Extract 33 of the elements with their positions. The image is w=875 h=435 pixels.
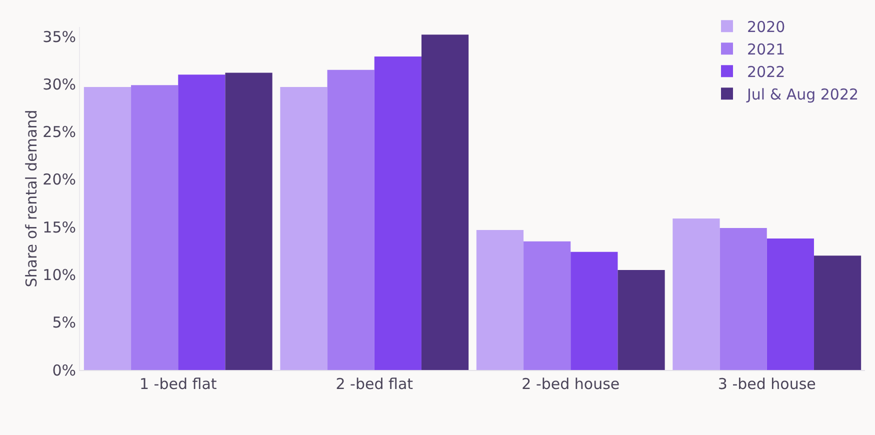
bar [225, 72, 272, 370]
bar [421, 34, 469, 370]
legend-label: 2020 [747, 18, 786, 36]
x-tick-label: 3 -bed house [718, 375, 816, 393]
y-tick-label: 25% [42, 123, 76, 142]
x-tick-label: 2 -bed flat [336, 375, 414, 393]
bar [280, 87, 328, 370]
y-tick-label: 20% [42, 170, 76, 189]
bar [178, 74, 226, 370]
bar [327, 70, 374, 370]
x-tick-label: 2 -bed house [522, 375, 620, 393]
y-tick-label: 10% [42, 266, 76, 284]
x-tick-label: 1 -bed flat [139, 375, 217, 393]
bar [814, 256, 862, 370]
bar [131, 85, 178, 370]
bar [720, 228, 767, 370]
legend-label: 2022 [747, 62, 786, 81]
y-tick-label: 5% [52, 314, 76, 332]
bar [618, 270, 665, 370]
bar [570, 252, 618, 370]
bar [476, 230, 524, 370]
y-axis-title: Share of rental demand [22, 110, 41, 288]
legend-label: 2021 [747, 40, 786, 58]
y-tick-label: 30% [42, 75, 76, 94]
y-tick-label: 0% [52, 361, 76, 380]
bar [84, 87, 132, 370]
bar [524, 241, 571, 370]
bar [766, 238, 814, 370]
y-tick-label: 15% [42, 218, 76, 236]
bar [374, 56, 422, 370]
bar [672, 218, 720, 370]
legend-label: Jul & Aug 2022 [746, 85, 859, 104]
y-tick-label: 35% [42, 28, 76, 46]
